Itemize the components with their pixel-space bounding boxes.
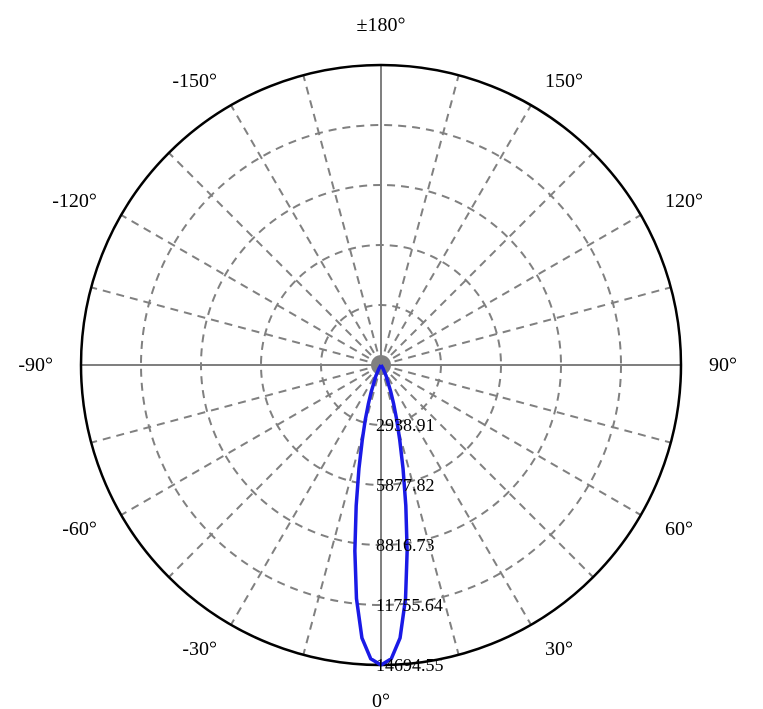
radial-tick-label: 5877.82 xyxy=(376,475,435,495)
angle-label: -30° xyxy=(182,638,217,660)
grid-spoke xyxy=(381,215,641,365)
grid-spoke xyxy=(381,153,593,365)
radial-tick-label: 14694.55 xyxy=(376,655,444,675)
grid-spoke xyxy=(169,153,381,365)
angle-label: -60° xyxy=(62,518,97,540)
grid-spoke xyxy=(303,365,381,655)
angle-label: 60° xyxy=(665,518,693,540)
polar-chart: 2938.91 5877.82 8816.73 11755.64 14694.55 ±18… xyxy=(0,0,763,709)
angle-label: 0° xyxy=(372,690,390,709)
radial-tick-label: 8816.73 xyxy=(376,535,435,555)
grid-spoke xyxy=(91,365,381,443)
angle-label: 30° xyxy=(545,638,573,660)
grid-spoke xyxy=(303,75,381,365)
angle-label: -120° xyxy=(52,190,97,212)
angle-label: ±180° xyxy=(357,14,406,36)
radial-tick-label: 2938.91 xyxy=(376,415,435,435)
grid-spoke xyxy=(91,287,381,365)
angle-label: 90° xyxy=(709,354,737,376)
grid-spoke xyxy=(381,287,671,365)
angle-label: 150° xyxy=(545,70,583,92)
grid-spoke xyxy=(381,75,459,365)
angle-label: -150° xyxy=(172,70,217,92)
grid-spoke xyxy=(231,105,381,365)
grid-spoke xyxy=(121,215,381,365)
grid-spoke xyxy=(381,105,531,365)
radial-tick-label: 11755.64 xyxy=(376,595,443,615)
angle-label: 120° xyxy=(665,190,703,212)
angle-label: -90° xyxy=(18,354,53,376)
grid-spoke xyxy=(121,365,381,515)
grid-spoke xyxy=(169,365,381,577)
